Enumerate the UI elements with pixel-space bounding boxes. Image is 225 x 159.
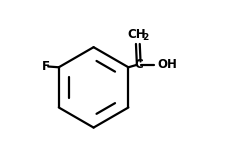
Text: 2: 2 — [142, 33, 148, 41]
Text: OH: OH — [157, 58, 177, 71]
Text: F: F — [41, 60, 49, 73]
Text: CH: CH — [128, 28, 146, 41]
Text: C: C — [134, 58, 143, 71]
